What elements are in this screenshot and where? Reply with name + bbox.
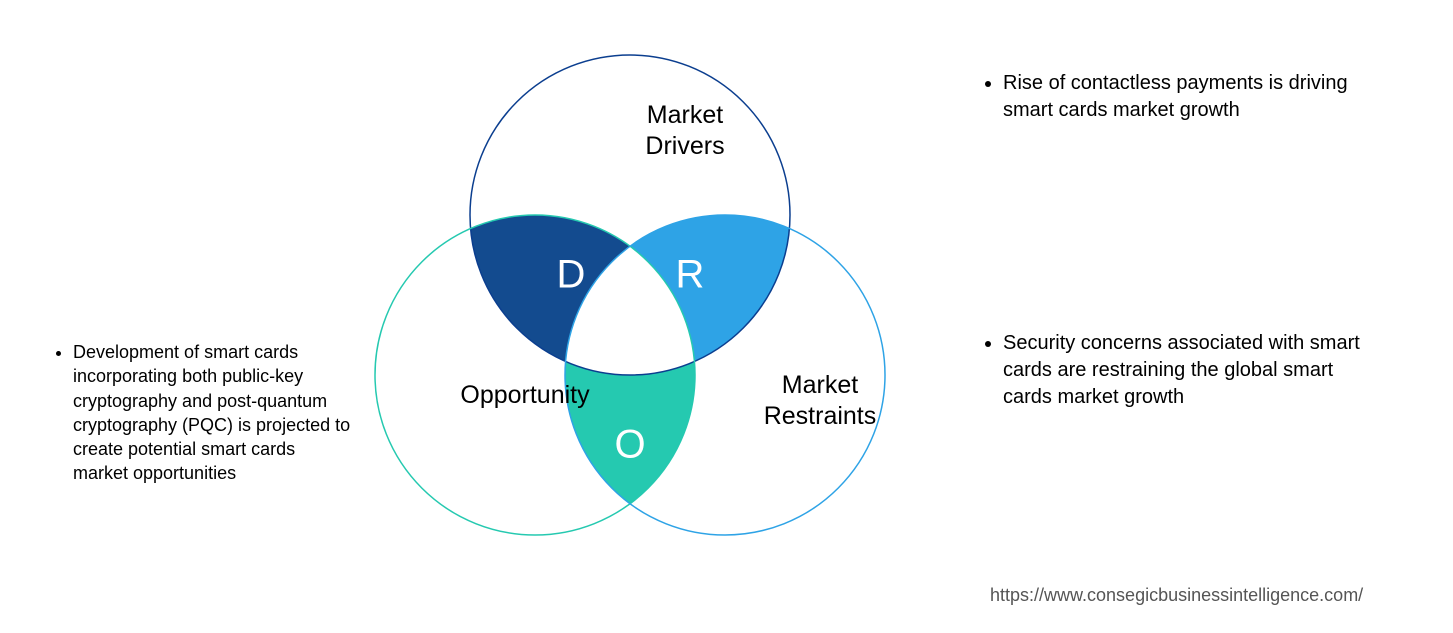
list-item: Development of smart cards incorporating… [73, 340, 355, 486]
source-url: https://www.consegicbusinessintelligence… [990, 585, 1363, 606]
venn-label-opportunity: Opportunity [425, 380, 625, 411]
venn-label-drivers: Market Drivers [585, 100, 785, 163]
venn-letter-r: R [676, 253, 705, 298]
list-item: Rise of contactless payments is driving … [1003, 70, 1375, 124]
diagram-canvas: D R O Market Drivers Opportunity Market … [0, 0, 1453, 633]
bullet-opportunity: Development of smart cards incorporating… [55, 340, 355, 486]
venn-label-restraints: Market Restraints [710, 370, 930, 433]
bullet-drivers: Rise of contactless payments is driving … [985, 70, 1375, 124]
list-item: Security concerns associated with smart … [1003, 330, 1385, 411]
venn-letter-d: D [557, 253, 586, 298]
venn-letter-o: O [614, 423, 645, 468]
bullet-restraints: Security concerns associated with smart … [985, 330, 1385, 411]
